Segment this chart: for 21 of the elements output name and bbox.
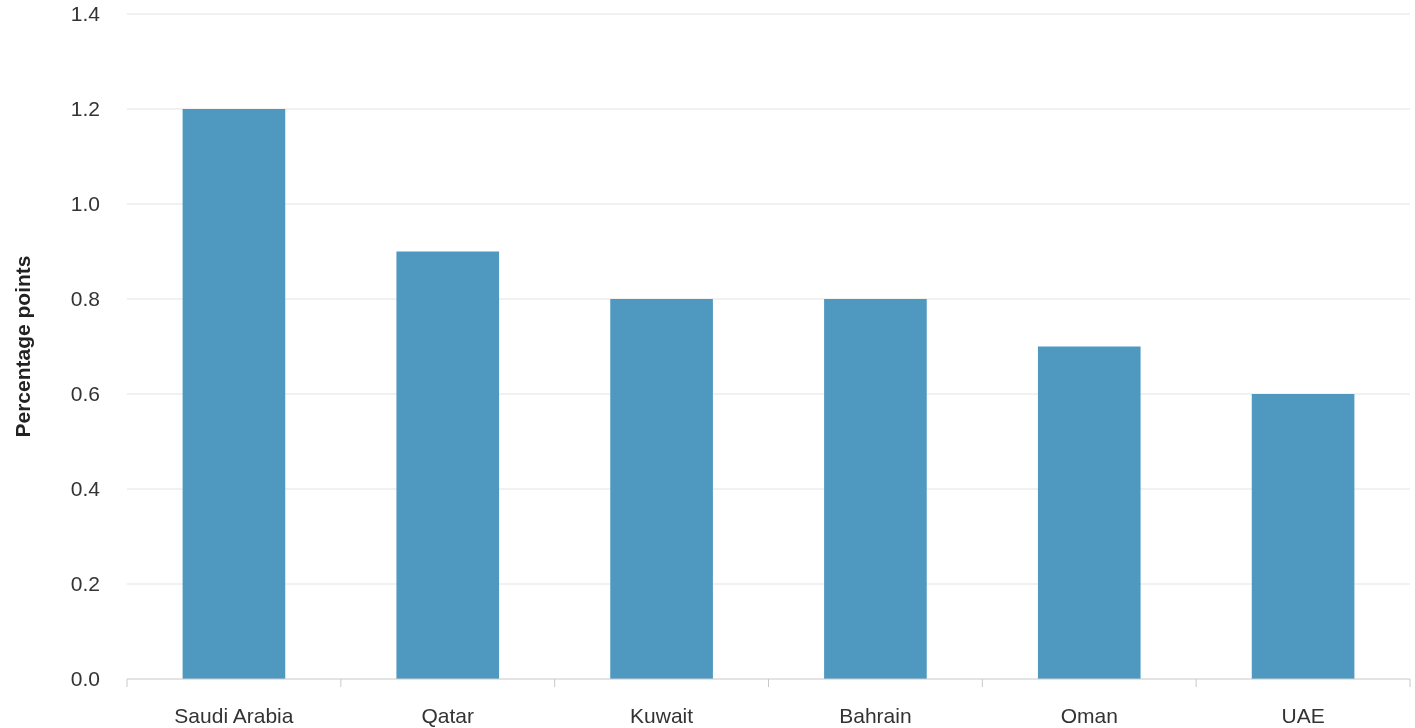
y-tick-label: 0.0	[70, 667, 100, 691]
y-tick-label: 0.2	[70, 572, 100, 596]
y-tick-label: 1.2	[70, 97, 100, 121]
x-tick-label: Bahrain	[839, 704, 912, 727]
x-tick-label: Oman	[1060, 704, 1118, 727]
x-tick-label: Saudi Arabia	[174, 704, 294, 727]
y-axis-title: Percentage points	[11, 255, 34, 438]
y-tick-label: 0.4	[70, 477, 101, 501]
y-tick-label: 1.4	[70, 2, 101, 26]
bar	[182, 109, 286, 679]
y-tick-label: 0.8	[70, 287, 100, 311]
y-tick-label: 0.6	[70, 382, 100, 406]
bar	[1037, 346, 1141, 679]
bar	[1251, 394, 1355, 679]
x-tick-label: UAE	[1281, 704, 1325, 727]
bar	[610, 299, 713, 679]
bar	[396, 251, 500, 679]
x-tick-label: Kuwait	[630, 704, 694, 727]
bar	[824, 299, 927, 679]
x-tick-label: Qatar	[421, 704, 475, 727]
y-tick-label: 1.0	[70, 192, 100, 216]
